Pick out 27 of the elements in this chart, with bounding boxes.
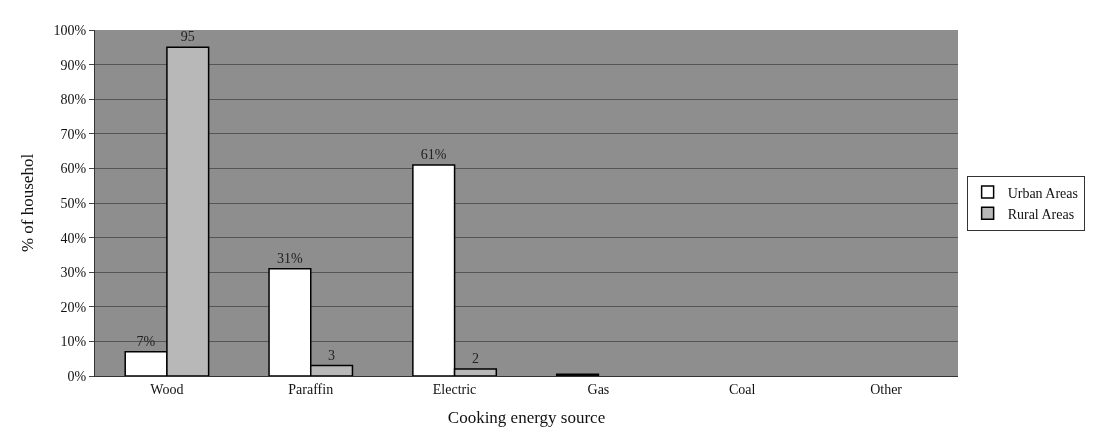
y-tick-label: 70% xyxy=(60,126,87,142)
y-tick-label: 0% xyxy=(67,368,87,384)
y-tick-label: 40% xyxy=(60,230,87,246)
y-tick-label: 60% xyxy=(60,161,87,177)
y-tick-label: 80% xyxy=(60,92,87,108)
data-label: 61% xyxy=(420,146,447,162)
y-tick-label: 50% xyxy=(60,195,87,211)
x-tick-label: Electric xyxy=(432,381,477,397)
x-tick-label: Gas xyxy=(587,381,610,397)
data-label: 95 xyxy=(180,29,195,45)
data-label: 31% xyxy=(276,250,303,266)
y-axis-title: % of househol xyxy=(18,153,38,253)
data-label: 7% xyxy=(136,333,156,349)
y-tick-label: 30% xyxy=(60,265,87,281)
y-tick-label: 90% xyxy=(60,57,87,73)
data-label: 3 xyxy=(328,347,336,363)
y-tick-label: 10% xyxy=(60,334,87,350)
x-tick-label: Paraffin xyxy=(288,381,334,397)
y-tick-label: 100% xyxy=(53,22,87,38)
x-axis-title: Cooking energy source xyxy=(447,408,606,428)
legend-label: Urban Areas xyxy=(1007,185,1079,201)
x-tick-label: Wood xyxy=(150,381,184,397)
data-label: 2 xyxy=(471,351,479,367)
x-tick-label: Coal xyxy=(729,381,756,397)
y-tick-label: 20% xyxy=(60,299,87,315)
legend-label: Rural Areas xyxy=(1007,206,1075,222)
x-tick-label: Other xyxy=(870,381,903,397)
